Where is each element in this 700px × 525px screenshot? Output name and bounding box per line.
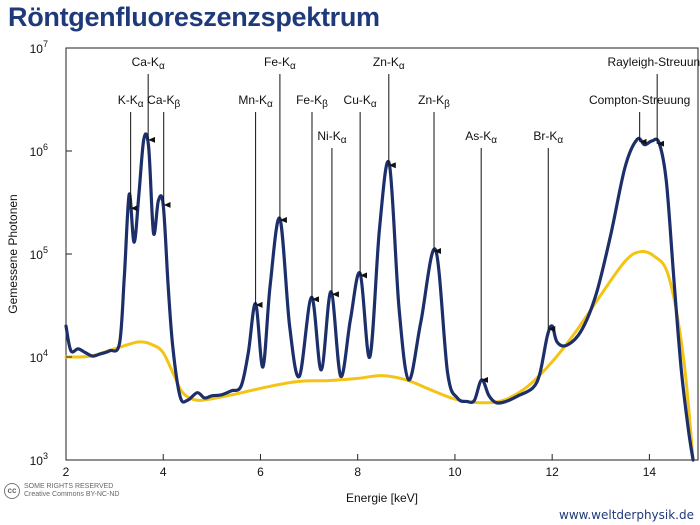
x-tick-label: 6 — [257, 465, 264, 479]
peak-label: Br-Kα — [533, 129, 563, 146]
license-notice: cc SOME RIGHTS RESERVED Creative Commons… — [4, 483, 119, 499]
y-tick-label: 107 — [30, 39, 48, 56]
y-tick-label: 105 — [30, 245, 48, 262]
background-line — [64, 250, 695, 462]
peak-label: Cu-Kα — [344, 93, 377, 110]
x-tick-label: 12 — [545, 465, 559, 479]
chart-title: Röntgenfluoreszenzspektrum — [8, 2, 380, 32]
peak-label: K-Kα — [118, 93, 144, 110]
peak-label: Ca-Kα — [132, 55, 165, 72]
peak-label: Rayleigh-Streuung — [607, 55, 700, 69]
peak-label: Ca-Kβ — [147, 93, 180, 110]
measured-spectrum-line — [64, 132, 695, 462]
peak-label: Zn-Kβ — [418, 93, 450, 110]
peak-label: Ni-Kα — [317, 129, 346, 146]
peak-label: Mn-Kα — [238, 93, 273, 110]
y-tick-label: 104 — [30, 348, 48, 365]
x-tick-label: 8 — [354, 465, 361, 479]
x-tick-label: 10 — [448, 465, 462, 479]
x-tick-label: 4 — [160, 465, 167, 479]
peak-label: As-Kα — [465, 129, 497, 146]
website-link[interactable]: www.weltderphysik.de — [559, 508, 694, 522]
y-tick-label: 106 — [30, 142, 48, 159]
peak-label: Fe-Kα — [264, 55, 296, 72]
peak-label: Fe-Kβ — [296, 93, 328, 110]
creative-commons-icon: cc — [4, 483, 20, 499]
y-axis-ticks: 103 104 105 106 107 — [30, 39, 72, 468]
x-axis-label: Energie [keV] — [346, 491, 418, 505]
license-line-1: SOME RIGHTS RESERVED — [24, 483, 114, 490]
x-tick-label: 2 — [63, 465, 70, 479]
series-layer — [64, 132, 695, 462]
x-axis-ticks: 2 4 6 8 10 12 14 — [63, 454, 657, 479]
y-tick-label: 103 — [30, 451, 48, 468]
plot-frame — [65, 47, 699, 461]
annotation-layer: K-Kα Ca-Kα Ca-Kβ Mn-Kα Fe-Kα Fe-Kβ Ni-Kα Cu-Kα Z… — [118, 55, 700, 383]
peak-label: Zn-Kα — [373, 55, 405, 72]
y-axis-label: Gemessene Photonen — [6, 194, 20, 313]
x-tick-label: 14 — [643, 465, 657, 479]
license-line-2: Creative Commons BY-NC-ND — [24, 491, 120, 498]
peak-label: Compton-Streuung — [589, 93, 690, 107]
